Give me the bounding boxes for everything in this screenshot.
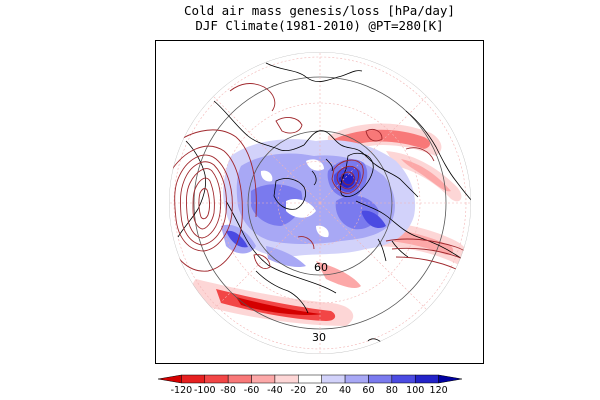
colorbar-box-12 [438, 374, 463, 384]
colorbar-label: -60 [244, 385, 260, 395]
colorbar-box-5 [274, 374, 299, 384]
red-loss-band-europe [386, 151, 462, 202]
colorbar-box-4 [251, 374, 276, 384]
shading-layer [192, 123, 470, 326]
near-zero-patches [260, 159, 329, 238]
polar-map: 60 30 [169, 52, 471, 354]
colorbar-box-9 [368, 374, 393, 384]
coast-alaska [213, 100, 305, 152]
coast-north-america-west [177, 140, 206, 238]
colorbar-box-11 [414, 374, 439, 384]
coast-africa-fragment [367, 338, 397, 346]
colorbar-label: 80 [386, 385, 398, 395]
colorbar-label: -100 [194, 385, 216, 395]
contours-pacific-large [169, 129, 257, 272]
coast-north-america-arctic [265, 62, 363, 82]
colorbar-label: -20 [291, 385, 307, 395]
coast-siberia-pacific [225, 200, 337, 294]
colorbar-box-10 [391, 374, 416, 384]
coast-greenland-europe [303, 130, 419, 198]
colorbar-label: 120 [430, 385, 448, 395]
contours-scandinavia [331, 159, 364, 194]
colorbar-label: 100 [406, 385, 424, 395]
colorbar-box-3 [227, 374, 252, 384]
red-loss-band-west-pacific [316, 261, 361, 289]
contours-arctic-small [229, 83, 435, 269]
coast-north-atlantic [405, 110, 471, 204]
coast-islands [311, 158, 333, 186]
colorbar-label: 60 [362, 385, 374, 395]
colorbar-label: 40 [339, 385, 351, 395]
figure-title-line-2: DJF Climate(1981-2010) @PT=280[K] [195, 18, 444, 33]
coast-scandinavia [339, 152, 374, 197]
colorbar-boxes [157, 374, 463, 384]
colorbar-label: -80 [220, 385, 236, 395]
colorbar-label: -40 [267, 385, 283, 395]
figure-title-line-1: Cold air mass genesis/loss [hPa/day] [184, 3, 455, 18]
lat-label-60: 60 [314, 261, 328, 274]
contours-eurasia-south [385, 238, 471, 274]
colorbar-box-7 [321, 374, 346, 384]
colorbar-box-0 [157, 374, 182, 384]
red-loss-band-pacific [192, 279, 354, 326]
coast-east-asia [255, 270, 309, 314]
colorbar-labels: -120 -100 -80 -60 -40 -20 20 40 60 80 100 120 [171, 385, 448, 395]
colorbar-label: -120 [171, 385, 193, 395]
colorbar-box-2 [204, 374, 229, 384]
colorbar-box-6 [298, 374, 322, 384]
contour-lines [169, 83, 471, 274]
colorbar-box-8 [344, 374, 369, 384]
colorbar: -120 -100 -80 -60 -40 -20 20 40 60 80 100 120 [157, 374, 463, 395]
coast-greenland [273, 178, 306, 210]
lat-label-30: 30 [312, 331, 326, 344]
polar-map-panel: 60 30 [155, 40, 484, 364]
coast-caspian-black-sea [377, 238, 409, 262]
colorbar-label: 20 [316, 385, 328, 395]
colorbar-box-1 [181, 374, 206, 384]
